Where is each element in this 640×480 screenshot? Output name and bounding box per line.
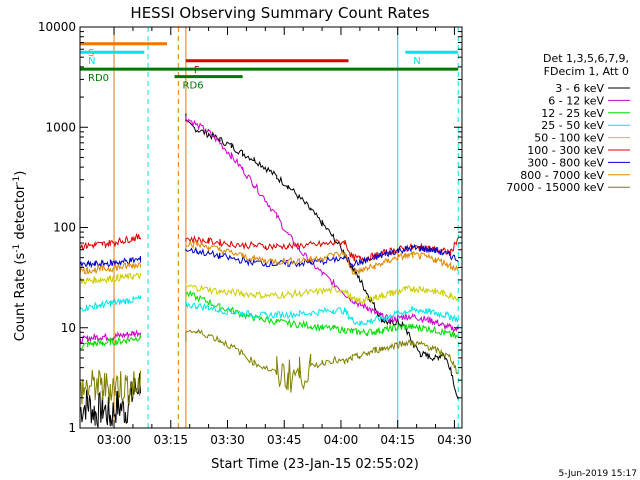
legend-entry-5: 100 - 300 keV [527,144,604,157]
vertical-markers [79,27,459,428]
y-axis-label-sup1: -1 [12,244,22,253]
flag-label-2: N [413,56,420,67]
legend-entry-6: 300 - 800 keV [527,156,604,169]
y-tick-label-0: 1 [68,421,76,435]
x-axis-label: Start Time (23-Jan-15 02:55:02) [211,457,419,472]
legend-entry-8: 7000 - 15000 keV [506,181,604,194]
x-tick-label-5: 04:15 [380,433,415,447]
plot-area [80,27,462,428]
y-axis-label: Count Rate (s-1 detector-1) [12,171,28,342]
legend-header-1: FDecim 1, Att 0 [544,65,629,78]
legend-entry-7: 800 - 7000 keV [520,169,604,182]
legend-entry-2: 12 - 25 keV [541,107,604,120]
y-axis-label-mid: detector [13,184,28,244]
y-ticks: 1 10 100 1000 10000 [38,20,462,435]
series-line-7 [79,240,459,275]
y-axis-label-sup2: -1 [12,176,22,185]
legend-entry-4: 50 - 100 keV [534,132,604,145]
legend-entry-0: 3 - 6 keV [555,82,604,95]
series-line-4 [79,272,459,305]
x-ticks: 03:00 03:15 03:30 03:45 04:00 04:15 04:30 [97,27,472,447]
y-axis-label-end: ) [13,171,28,176]
legend-entry-3: 25 - 50 keV [541,119,604,132]
y-tick-label-4: 10000 [38,20,76,34]
y-tick-label-1: 10 [61,321,76,335]
series-line-8 [79,328,459,406]
y-axis-label-main: Count Rate (s [13,253,28,342]
x-tick-label-3: 03:45 [267,433,302,447]
flag-label-1: N [88,56,95,67]
y-tick-label-3: 1000 [45,120,76,134]
y-tick-label-2: 100 [53,221,76,235]
x-tick-label-2: 03:30 [210,433,245,447]
legend: Det 1,3,5,6,7,9,FDecim 1, Att 0 3 - 6 keV… [506,52,630,194]
flag-bars: SNNFRD0RD6 [80,42,459,92]
plot-background [80,27,462,428]
series-lines [79,113,459,428]
legend-header-0: Det 1,3,5,6,7,9, [543,52,629,65]
x-tick-label-0: 03:00 [97,433,132,447]
x-tick-label-4: 04:00 [324,433,359,447]
x-tick-label-1: 03:15 [153,433,188,447]
series-line-5 [79,232,459,262]
legend-entry-1: 6 - 12 keV [548,94,604,107]
flag-label-4: RD0 [88,73,109,84]
chart-title: HESSI Observing Summary Count Rates [130,4,429,22]
series-line-3 [79,294,459,327]
flag-label-5: RD6 [183,81,204,92]
x-tick-label-6: 04:30 [437,433,472,447]
footer-date: 5-Jun-2019 15:17 [559,469,638,479]
